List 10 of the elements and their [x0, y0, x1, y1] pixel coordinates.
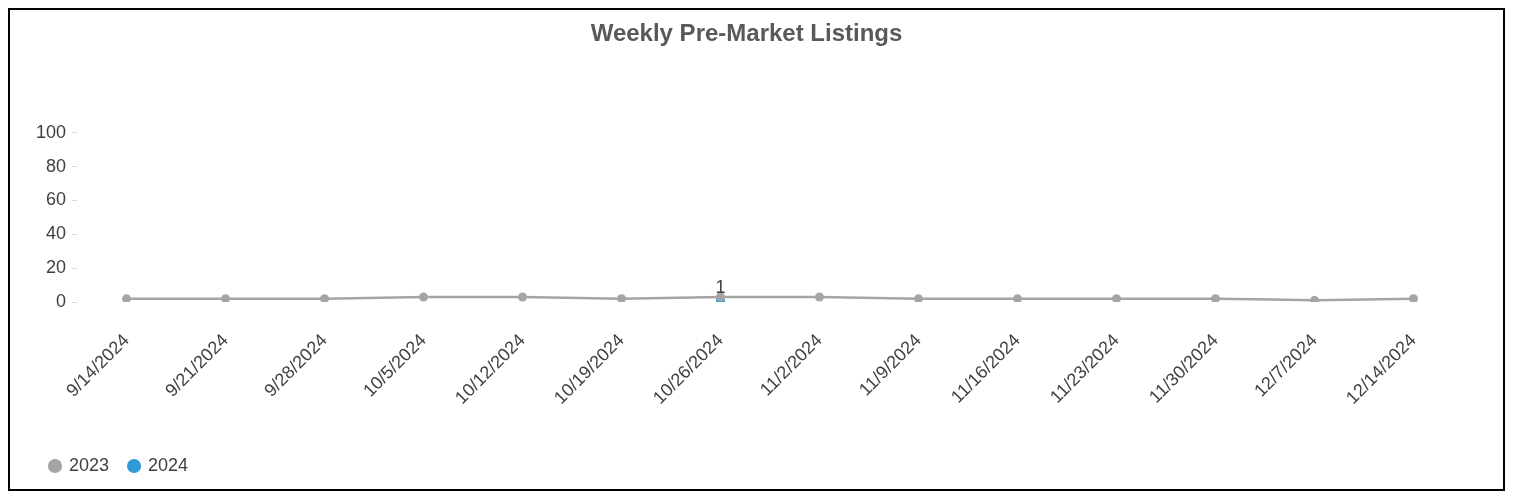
y-tick-label: 40 — [46, 223, 67, 244]
y-tick-label: 0 — [56, 290, 67, 311]
legend-label: 2023 — [69, 454, 110, 475]
y-tick-label: 100 — [35, 121, 67, 142]
y-tick-label: 20 — [46, 257, 67, 278]
y-tick-label: 80 — [46, 155, 67, 176]
legend-label: 2024 — [148, 454, 189, 475]
data-label: 1 — [715, 277, 726, 298]
y-tick-label: 60 — [46, 189, 67, 210]
chart-title: Weekly Pre-Market Listings — [590, 19, 903, 47]
